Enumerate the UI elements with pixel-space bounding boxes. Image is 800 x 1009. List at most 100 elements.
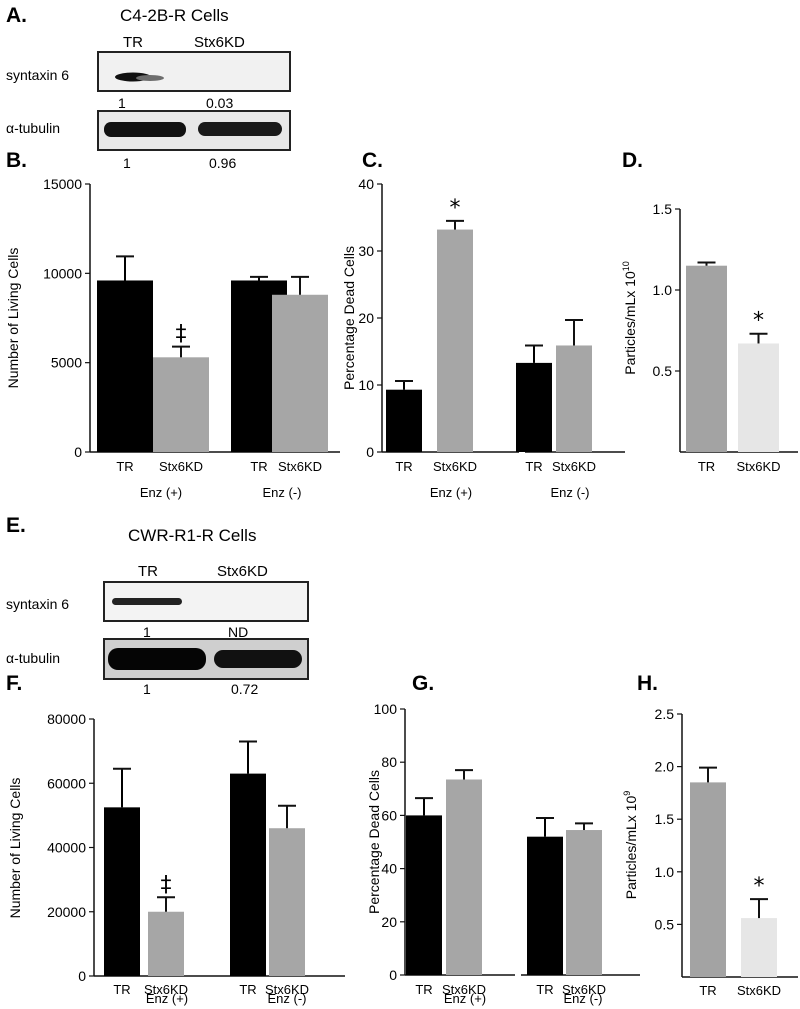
panel-letter-d: D. (622, 149, 643, 172)
chart-c-bar (386, 389, 422, 452)
chart-d-bar (686, 265, 727, 452)
chart-c-category-label: Stx6KD (552, 459, 596, 474)
chart-h-bar (690, 782, 726, 977)
blot-e-row2-quant-tr: 1 (143, 681, 151, 697)
chart-f-ytick-label: 80000 (47, 711, 86, 727)
chart-b-living-cells: 0 5000 10000 15000 Number of Living Cells TR S… (5, 176, 340, 500)
chart-c-category-label: TR (525, 459, 542, 474)
panel-letter-h: H. (637, 672, 658, 695)
blot-e-row1-quant-kd: ND (228, 624, 248, 640)
chart-c-group-label: Enz (-) (551, 485, 590, 500)
chart-b-category-label: Stx6KD (278, 459, 322, 474)
chart-f-category-label: Stx6KD (144, 982, 188, 997)
western-blot-a: C4-2B-R Cells TR Stx6KD syntaxin 6 1 0.0… (6, 6, 291, 171)
chart-c-bar (516, 362, 552, 452)
chart-d-ylabel-exponent: 10 (621, 261, 631, 271)
chart-b-category-label: TR (250, 459, 267, 474)
chart-g-group-label: Enz (-) (564, 991, 603, 1006)
chart-d-category-label: Stx6KD (736, 459, 780, 474)
chart-h-ylabel-exponent: 9 (622, 791, 632, 796)
chart-h-ytick-label: 1.5 (655, 811, 675, 827)
chart-f-ytick-label: 0 (78, 968, 86, 984)
chart-g-category-label: Stx6KD (562, 982, 606, 997)
chart-d-significance-marker: * (753, 309, 764, 334)
chart-h-ylabel: Particles/mLx 109 (622, 791, 639, 900)
chart-g-category-label: TR (536, 982, 553, 997)
panel-letter-a: A. (6, 4, 27, 27)
chart-g-category-label: TR (415, 982, 432, 997)
chart-c-ytick-label: 10 (358, 377, 374, 393)
chart-g-ytick-label: 0 (389, 967, 397, 983)
chart-h-ytick-label: 0.5 (655, 916, 675, 932)
chart-f-group-label: Enz (-) (268, 991, 307, 1006)
chart-f-ytick-label: 40000 (47, 840, 86, 856)
chart-c-category-label: Stx6KD (433, 459, 477, 474)
chart-c-ytick-label: 30 (358, 243, 374, 259)
chart-g-bar (406, 815, 442, 975)
chart-b-ytick-label: 0 (74, 444, 82, 460)
chart-d-category-label: TR (698, 459, 715, 474)
chart-f-bar (148, 911, 184, 976)
chart-d-bar (738, 343, 779, 452)
blot-e-row1-quant-tr: 1 (143, 624, 151, 640)
chart-c-ytick-label: 40 (358, 176, 374, 192)
chart-b-group-label: Enz (+) (140, 485, 182, 500)
chart-g-bar (527, 836, 563, 975)
chart-f-category-label: TR (239, 982, 256, 997)
chart-c-ylabel: Percentage Dead Cells (341, 246, 357, 390)
blot-a-row1-quant-tr: 1 (118, 95, 126, 111)
blot-e-band-tubulin-kd (214, 650, 302, 668)
chart-h-category-label: TR (699, 983, 716, 998)
blot-a-band-tubulin-kd (198, 122, 282, 136)
chart-c-ytick-label: 20 (358, 310, 374, 326)
chart-g-ytick-label: 20 (381, 914, 397, 930)
chart-c-bar (437, 229, 473, 452)
chart-b-category-label: TR (116, 459, 133, 474)
blot-e-band-tubulin-tr (108, 648, 206, 670)
chart-d-ytick-label: 1.5 (653, 201, 673, 217)
panel-letter-g: G. (412, 672, 434, 695)
blot-a-row1-label: syntaxin 6 (6, 67, 69, 83)
blot-a-band-syntaxin-tr-tail (136, 75, 164, 81)
chart-b-group-label: Enz (-) (263, 485, 302, 500)
chart-g-ytick-label: 80 (381, 754, 397, 770)
chart-h-ytick-label: 2.5 (655, 706, 675, 722)
chart-f-ytick-label: 20000 (47, 904, 86, 920)
chart-d-ylabel: Particles/mLx 1010 (621, 261, 638, 375)
chart-c-dead-cells: 0 10 20 30 40 Percentage Dead Cells TR Stx6KD * T… (341, 176, 625, 500)
chart-c-ytick-label: 0 (366, 444, 374, 460)
chart-h-ytick-label: 1.0 (655, 864, 675, 880)
blot-e-lane-tr: TR (138, 563, 158, 580)
chart-f-ylabel: Number of Living Cells (7, 778, 23, 919)
panel-letter-f: F. (6, 672, 22, 695)
panel-letter-b: B. (6, 149, 27, 172)
blot-a-band-tubulin-tr (104, 122, 186, 137)
chart-d-ytick-label: 0.5 (653, 363, 673, 379)
panel-letter-c: C. (362, 149, 383, 172)
chart-b-ytick-label: 5000 (51, 355, 82, 371)
blot-a-row1-quant-kd: 0.03 (206, 95, 233, 111)
chart-b-ylabel: Number of Living Cells (5, 248, 21, 389)
chart-f-living-cells: 0 20000 40000 60000 80000 Number of Living Ce… (7, 711, 345, 1006)
chart-b-ytick-label: 15000 (43, 176, 82, 192)
chart-c-category-label: TR (395, 459, 412, 474)
chart-h-significance-marker: * (754, 874, 765, 899)
chart-f-significance-marker: ‡ (161, 872, 172, 897)
chart-c-group-label: Enz (+) (430, 485, 472, 500)
chart-g-ylabel: Percentage Dead Cells (366, 770, 382, 914)
blot-a-lane-kd: Stx6KD (194, 34, 245, 51)
blot-a-title: C4-2B-R Cells (120, 6, 229, 25)
chart-c-bar (556, 345, 592, 452)
blot-a-membrane-syntaxin (97, 51, 291, 92)
chart-d-ytick-label: 1.0 (653, 282, 673, 298)
blot-e-row2-quant-kd: 0.72 (231, 681, 258, 697)
chart-h-category-label: Stx6KD (737, 983, 781, 998)
blot-a-row2-label: α-tubulin (6, 120, 60, 136)
chart-g-category-label: Stx6KD (442, 982, 486, 997)
chart-f-category-label: TR (113, 982, 130, 997)
blot-e-lane-kd: Stx6KD (217, 563, 268, 580)
chart-g-bar (446, 779, 482, 975)
chart-g-ytick-label: 100 (374, 701, 398, 717)
chart-b-bar (97, 280, 153, 452)
